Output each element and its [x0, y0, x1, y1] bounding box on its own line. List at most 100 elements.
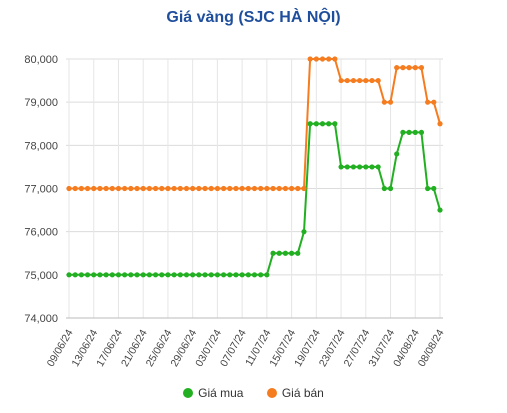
data-point[interactable]: [369, 77, 375, 84]
data-point[interactable]: [146, 185, 152, 192]
data-point[interactable]: [418, 65, 425, 71]
data-point[interactable]: [177, 185, 183, 192]
data-point[interactable]: [159, 272, 165, 278]
data-point[interactable]: [350, 77, 357, 84]
data-point[interactable]: [227, 272, 233, 278]
data-point[interactable]: [394, 65, 400, 71]
data-point[interactable]: [165, 185, 171, 192]
data-point[interactable]: [357, 164, 363, 170]
data-point[interactable]: [319, 56, 326, 62]
data-point[interactable]: [270, 185, 276, 192]
data-point[interactable]: [319, 121, 326, 127]
data-point[interactable]: [208, 272, 214, 278]
data-point[interactable]: [183, 272, 190, 278]
data-point[interactable]: [363, 77, 369, 84]
data-point[interactable]: [152, 272, 159, 278]
data-point[interactable]: [418, 129, 425, 135]
data-point[interactable]: [171, 185, 177, 192]
data-point[interactable]: [375, 164, 381, 170]
data-point[interactable]: [239, 272, 245, 278]
data-point[interactable]: [146, 272, 152, 278]
data-point[interactable]: [270, 250, 276, 256]
data-point[interactable]: [412, 129, 418, 135]
data-point[interactable]: [258, 185, 264, 192]
data-point[interactable]: [425, 185, 431, 192]
data-point[interactable]: [159, 185, 165, 192]
data-point[interactable]: [381, 185, 387, 192]
data-point[interactable]: [425, 99, 431, 105]
data-point[interactable]: [400, 129, 406, 135]
data-point[interactable]: [190, 185, 196, 192]
data-point[interactable]: [264, 185, 270, 192]
data-point[interactable]: [295, 185, 301, 192]
data-point[interactable]: [431, 99, 437, 105]
data-point[interactable]: [313, 56, 319, 62]
data-point[interactable]: [276, 250, 282, 256]
data-point[interactable]: [171, 272, 177, 278]
data-point[interactable]: [72, 185, 78, 192]
data-point[interactable]: [326, 121, 332, 127]
data-point[interactable]: [122, 185, 128, 192]
data-point[interactable]: [115, 185, 122, 192]
data-point[interactable]: [152, 185, 159, 192]
data-point[interactable]: [214, 272, 220, 278]
data-point[interactable]: [103, 272, 109, 278]
data-point[interactable]: [264, 272, 270, 278]
data-point[interactable]: [282, 250, 289, 256]
data-point[interactable]: [220, 272, 227, 278]
data-point[interactable]: [140, 185, 146, 192]
data-point[interactable]: [381, 99, 387, 105]
data-point[interactable]: [91, 272, 97, 278]
data-point[interactable]: [375, 77, 381, 84]
data-point[interactable]: [165, 272, 171, 278]
data-point[interactable]: [214, 185, 220, 192]
legend-item-ban[interactable]: Giá bán: [266, 386, 324, 400]
data-point[interactable]: [363, 164, 369, 170]
data-point[interactable]: [394, 151, 400, 157]
data-point[interactable]: [233, 272, 239, 278]
data-point[interactable]: [202, 185, 208, 192]
data-point[interactable]: [196, 272, 202, 278]
data-point[interactable]: [387, 185, 394, 192]
data-point[interactable]: [326, 56, 332, 62]
data-point[interactable]: [66, 185, 72, 192]
data-point[interactable]: [437, 121, 443, 127]
data-point[interactable]: [289, 185, 295, 192]
data-point[interactable]: [289, 250, 295, 256]
data-point[interactable]: [134, 185, 140, 192]
data-point[interactable]: [282, 185, 289, 192]
data-point[interactable]: [437, 207, 443, 213]
data-point[interactable]: [72, 272, 78, 278]
data-point[interactable]: [177, 272, 183, 278]
data-point[interactable]: [115, 272, 122, 278]
data-point[interactable]: [128, 272, 134, 278]
data-point[interactable]: [400, 65, 406, 71]
data-point[interactable]: [97, 185, 103, 192]
data-point[interactable]: [387, 99, 394, 105]
data-point[interactable]: [332, 56, 338, 62]
data-point[interactable]: [307, 56, 313, 62]
data-point[interactable]: [332, 121, 338, 127]
data-point[interactable]: [84, 272, 91, 278]
data-point[interactable]: [109, 272, 115, 278]
data-point[interactable]: [301, 185, 307, 192]
data-point[interactable]: [251, 185, 258, 192]
data-point[interactable]: [412, 65, 418, 71]
data-point[interactable]: [66, 272, 72, 278]
data-point[interactable]: [338, 77, 344, 84]
data-point[interactable]: [245, 185, 251, 192]
data-point[interactable]: [251, 272, 258, 278]
data-point[interactable]: [406, 65, 412, 71]
data-point[interactable]: [78, 185, 84, 192]
data-point[interactable]: [357, 77, 363, 84]
data-point[interactable]: [97, 272, 103, 278]
data-point[interactable]: [134, 272, 140, 278]
data-point[interactable]: [208, 185, 214, 192]
data-point[interactable]: [196, 185, 202, 192]
data-point[interactable]: [233, 185, 239, 192]
data-point[interactable]: [301, 229, 307, 235]
data-point[interactable]: [78, 272, 84, 278]
data-point[interactable]: [295, 250, 301, 256]
data-point[interactable]: [245, 272, 251, 278]
data-point[interactable]: [202, 272, 208, 278]
